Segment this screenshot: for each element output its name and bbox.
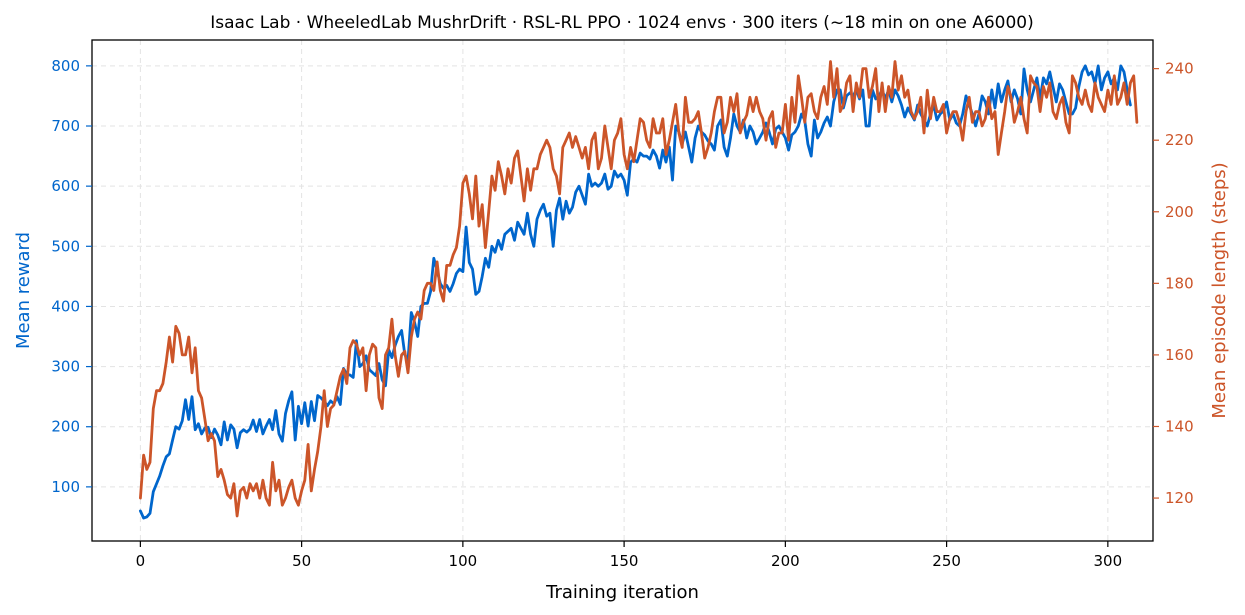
x-tick-label: 200: [771, 552, 800, 570]
x-axis-label: Training iteration: [545, 582, 699, 603]
right-y-tick-label: 240: [1165, 60, 1194, 78]
left-y-axis-ticks: 100 200 300 400 500 600 700 800: [51, 57, 92, 496]
left-y-tick-label: 400: [51, 297, 80, 315]
x-tick-label: 50: [292, 552, 311, 570]
x-axis-ticks: 0 50 100 150 200 250 300: [136, 541, 1123, 570]
left-y-axis-label: Mean reward: [13, 232, 34, 349]
reward-series-line: [138, 64, 1132, 520]
grid-lines: [92, 40, 1153, 541]
x-tick-label: 0: [136, 552, 146, 570]
left-y-tick-label: 500: [51, 237, 80, 255]
x-tick-label: 250: [932, 552, 961, 570]
right-y-axis-label: Mean episode length (steps): [1209, 162, 1230, 418]
left-y-tick-label: 300: [51, 358, 80, 376]
chart-title: Isaac Lab · WheeledLab MushrDrift · RSL-…: [210, 13, 1034, 33]
left-y-tick-label: 100: [51, 478, 80, 496]
right-y-tick-label: 120: [1165, 489, 1194, 507]
right-y-tick-label: 200: [1165, 203, 1194, 221]
right-y-tick-label: 220: [1165, 131, 1194, 149]
episode-length-series-line: [138, 60, 1139, 518]
plot-frame: [91, 39, 1154, 542]
right-y-axis-ticks: 120 140 160 180 200 220 240: [1153, 60, 1194, 507]
left-y-tick-label: 700: [51, 117, 80, 135]
left-y-tick-label: 600: [51, 177, 80, 195]
right-y-tick-label: 180: [1165, 274, 1194, 292]
x-tick-label: 300: [1094, 552, 1123, 570]
left-y-tick-label: 200: [51, 418, 80, 436]
right-y-tick-label: 160: [1165, 346, 1194, 364]
series-layer: [138, 60, 1139, 520]
right-y-tick-label: 140: [1165, 417, 1194, 435]
x-tick-label: 150: [610, 552, 639, 570]
left-y-tick-label: 800: [51, 57, 80, 75]
x-tick-label: 100: [449, 552, 478, 570]
